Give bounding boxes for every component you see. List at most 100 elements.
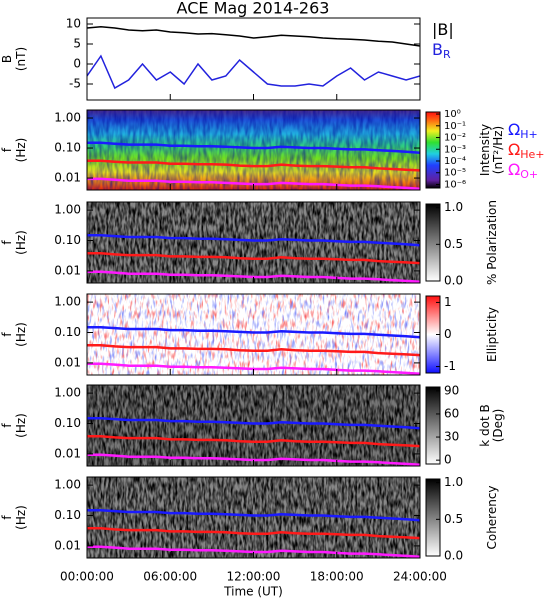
y-axis-label: f(Hz) (0, 413, 28, 438)
line (87, 54, 420, 90)
x-tick-label: 18:00:00 (310, 570, 364, 584)
colorbar-tick-label: 0.0 (444, 549, 463, 563)
legend-subscript: H+ (520, 128, 538, 141)
legend-subscript: He+ (520, 148, 544, 161)
x-tick-label: 24:00:00 (393, 570, 447, 584)
legend-name: Ω (508, 160, 520, 179)
y-axis-label-line: f (0, 515, 14, 520)
colorbar-tick-label: 1.0 (444, 200, 463, 214)
y-axis-label: f(Hz) (0, 230, 28, 255)
y-axis-label: f(Hz) (0, 505, 28, 530)
colorbar-label-line: k dot B (478, 404, 492, 446)
y-axis-label-line: f (0, 332, 14, 337)
colorbar-tick-label: 0.5 (444, 237, 463, 251)
colorbar (425, 478, 441, 557)
colorbar-label-line: Ellipticity (485, 307, 499, 362)
colorbar-label: k dot B(Deg) (478, 404, 505, 446)
colorbar-tick-label: 10⁻⁶ (444, 179, 466, 190)
colorbar-tick-label: 90 (444, 383, 459, 397)
y-axis-label: B(nT) (0, 47, 28, 71)
x-tick-label: 12:00:00 (227, 570, 281, 584)
colorbar-tick-label: 10⁻⁵ (444, 168, 466, 179)
y-tick-label: 1.00 (54, 478, 81, 492)
colorbar-label: Ellipticity (485, 307, 499, 362)
y-axis-label-line: (Hz) (14, 322, 28, 347)
colorbar-label-line: (Deg) (491, 409, 505, 443)
legend-name: Ω (508, 140, 520, 159)
colorbar-tick-label: 10⁰ (444, 109, 461, 120)
colorbar-tick-label: 0 (444, 327, 452, 341)
series (87, 26, 420, 90)
gyrofrequency-line (87, 435, 420, 448)
colorbar-tick-label: 10⁻³ (444, 144, 466, 155)
y-axis-label-line: (Hz) (14, 413, 28, 438)
y-tick-label: 0.01 (54, 355, 81, 369)
chart-title: ACE Mag 2014-263 (177, 0, 330, 18)
colorbar-tick-label: 0 (444, 453, 452, 467)
y-axis-label-line: f (0, 423, 14, 428)
y-axis-label-line: f (0, 147, 14, 152)
colorbar-tick-label: 0.0 (444, 274, 463, 288)
legend-entry: ΩO+ (508, 160, 538, 182)
legend-entry: ΩHe+ (508, 140, 545, 162)
y-tick-label: 0.10 (54, 233, 81, 247)
gyrofrequency-line (87, 233, 420, 247)
y-tick-label: 0.01 (54, 538, 81, 552)
colorbar-tick-label: 30 (444, 430, 459, 444)
y-axis-label-line: f (0, 240, 14, 245)
colorbar (425, 386, 441, 465)
x-axis-label: Time (UT) (223, 585, 283, 599)
gyrofrequency-line (87, 416, 420, 430)
gyrofrequency-line (87, 344, 420, 357)
legend-name: |B| (432, 20, 454, 39)
y-tick-label: 0.10 (54, 141, 81, 155)
gyrofrequency-line (87, 508, 420, 522)
colorbar-label: Coherency (485, 485, 499, 549)
y-axis-label-line: (nT) (14, 47, 28, 71)
colorbar (425, 203, 441, 282)
y-tick-label: 0.10 (54, 416, 81, 430)
gyrofrequency-line (87, 141, 420, 154)
colorbar-label: % Polarization (485, 200, 499, 285)
y-axis-label: f(Hz) (0, 138, 28, 163)
legend-subscript: R (443, 48, 451, 61)
legend-name: B (432, 40, 443, 59)
gyrofrequency-line (87, 527, 420, 540)
legend-entry: ΩH+ (508, 120, 538, 142)
colorbar (425, 111, 441, 189)
y-tick-label: 0.01 (54, 171, 81, 185)
gyrofrequency-line (87, 325, 420, 339)
y-tick-label: 1.00 (54, 111, 81, 125)
y-axis-label-line: (Hz) (14, 138, 28, 163)
x-tick-label: 00:00:00 (60, 570, 114, 584)
legend-entry: BR (432, 40, 451, 62)
colorbar-tick-label: 1.0 (444, 475, 463, 489)
y-axis-label-line: (Hz) (14, 230, 28, 255)
y-axis-label: f(Hz) (0, 322, 28, 347)
y-tick-label: 0.10 (54, 508, 81, 522)
line (87, 26, 420, 47)
colorbar-label-line: % Polarization (485, 200, 499, 285)
y-tick-label: 1.00 (54, 295, 81, 309)
legend-subscript: O+ (520, 168, 538, 181)
colorbar-tick-label: 1 (444, 295, 452, 309)
legend-name: Ω (508, 120, 520, 139)
colorbar-label-line: Intensity (478, 124, 492, 176)
colorbar-tick-label: 10⁻² (444, 133, 466, 144)
y-tick-label: 10 (66, 17, 81, 31)
colorbar-tick-label: 60 (444, 406, 459, 420)
colorbar-label: Intensity(nT²/Hz) (478, 124, 505, 176)
y-axis-label-line: (Hz) (14, 505, 28, 530)
colorbar-tick-label: 0.5 (444, 512, 463, 526)
colorbar-label-line: Coherency (485, 485, 499, 549)
colorbar-label-line: (nT²/Hz) (491, 126, 505, 174)
y-tick-label: 1.00 (54, 203, 81, 217)
y-tick-label: 0.01 (54, 446, 81, 460)
gyrofrequency-line (87, 252, 420, 265)
gyrofrequency-line (87, 159, 420, 172)
y-tick-label: 0.10 (54, 325, 81, 339)
y-axis-label-line: B (0, 55, 14, 63)
y-tick-label: 0 (73, 57, 81, 71)
y-tick-label: -5 (69, 77, 81, 91)
